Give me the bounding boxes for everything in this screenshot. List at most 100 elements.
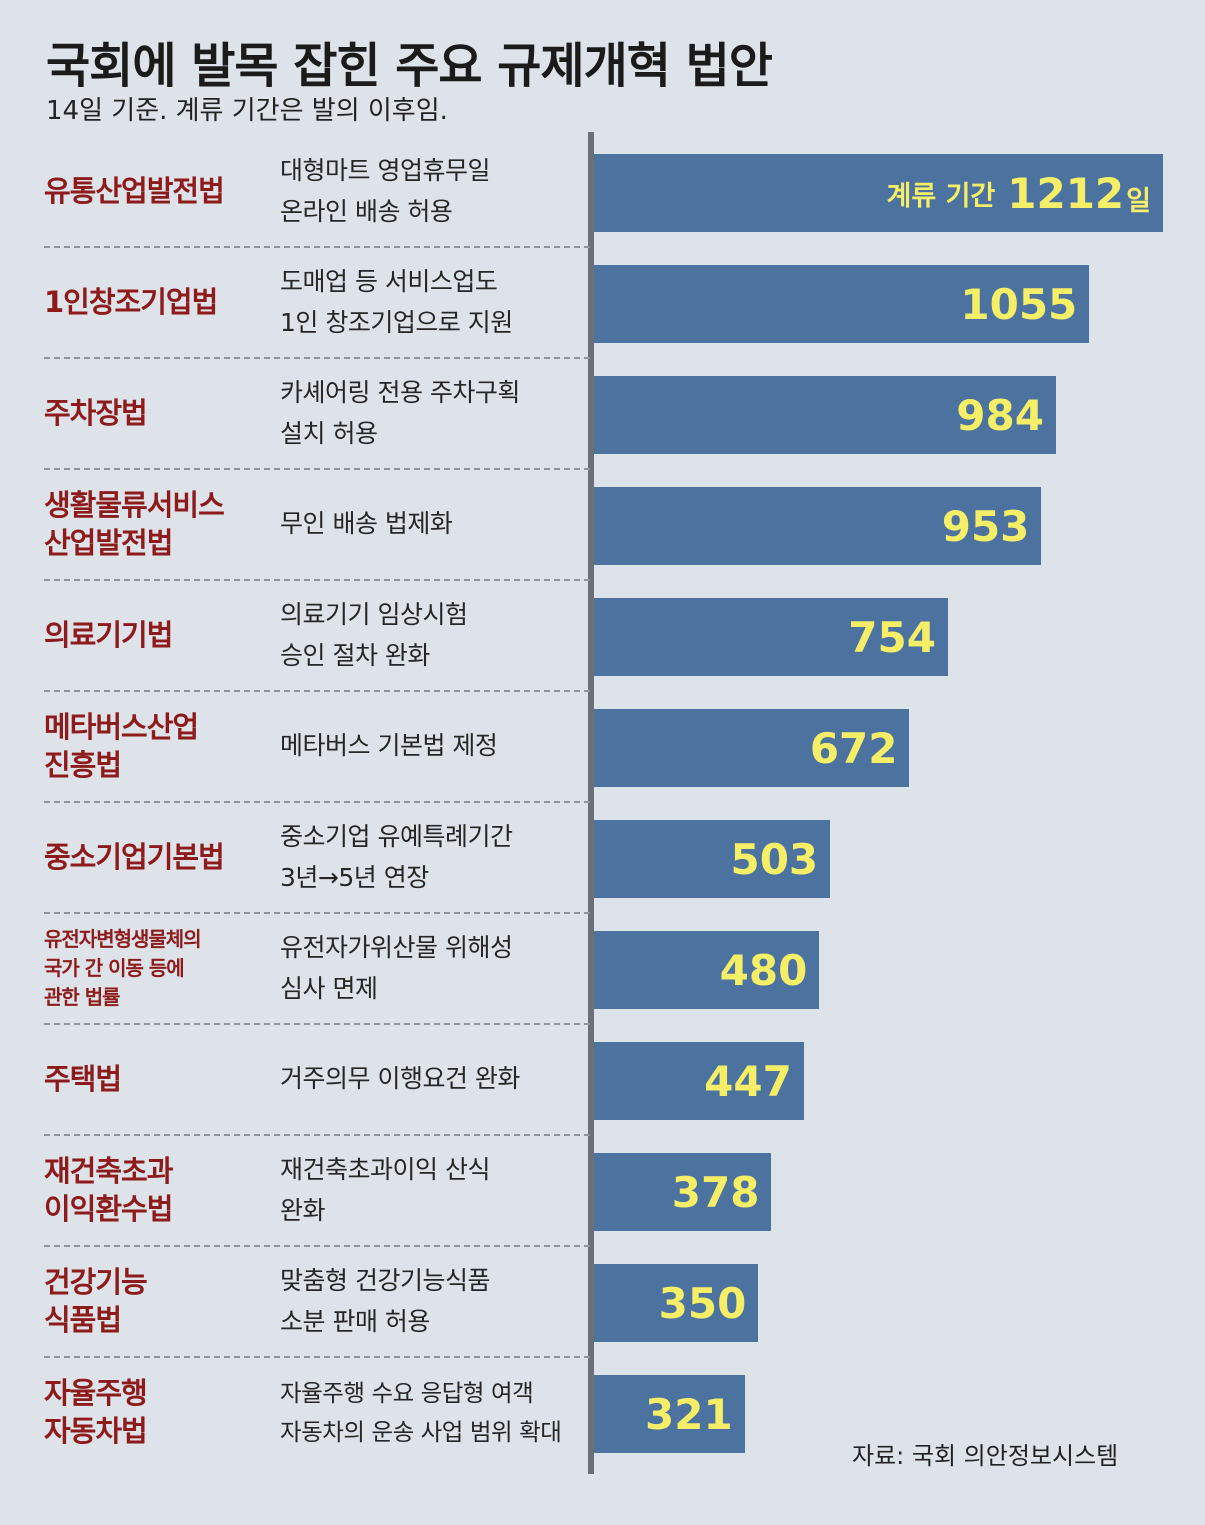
law-name: 유전자변형생물체의 국가 간 이동 등에 관한 법률 xyxy=(44,913,269,1024)
law-description: 유전자가위산물 위해성 심사 면제 xyxy=(280,913,585,1024)
law-description-text: 무인 배송 법제화 xyxy=(280,509,453,539)
law-description: 거주의무 이행요건 완화 xyxy=(280,1024,585,1135)
bar: 1055 xyxy=(594,265,1090,343)
bar-value: 378 xyxy=(671,1167,760,1217)
bar-value-label: 계류 기간 1212 일 xyxy=(886,154,1151,232)
bar-value-label: 503 xyxy=(730,820,818,898)
bar-row: 건강기능 식품법 맞춤형 건강기능식품 소분 판매 허용 350 xyxy=(0,1246,1205,1358)
law-name-text: 중소기업기본법 xyxy=(44,839,225,874)
law-description-text: 의료기기 임상시험 승인 절차 완화 xyxy=(280,600,468,670)
bar-value: 480 xyxy=(719,945,808,995)
bar-value: 1055 xyxy=(960,279,1078,329)
bar-value-label: 953 xyxy=(942,487,1030,565)
law-name: 중소기업기본법 xyxy=(44,802,269,913)
bar-value-label: 480 xyxy=(720,931,808,1009)
bar: 672 xyxy=(594,709,910,787)
bar-value-suffix: 일 xyxy=(1126,185,1151,217)
law-name: 자율주행 자동차법 xyxy=(44,1357,269,1468)
bar-row: 유통산업발전법 대형마트 영업휴무일 온라인 배송 허용 계류 기간 1212 일 xyxy=(0,136,1205,248)
bar-value-label: 447 xyxy=(704,1042,792,1120)
law-name-text: 주택법 xyxy=(44,1061,122,1096)
bar-value-label: 1055 xyxy=(960,265,1077,343)
row-divider xyxy=(44,1356,590,1358)
law-description-text: 맞춤형 건강기능식품 소분 판매 허용 xyxy=(280,1266,490,1336)
row-divider xyxy=(44,1134,590,1136)
law-name-text: 1인창조기업법 xyxy=(44,284,218,319)
law-name-text: 생활물류서비스 산업발전법 xyxy=(44,487,225,560)
bar-row: 메타버스산업 진흥법 메타버스 기본법 제정 672 xyxy=(0,691,1205,803)
bar-row: 1인창조기업법 도매업 등 서비스업도 1인 창조기업으로 지원 1055 xyxy=(0,247,1205,359)
bar-value-prefix: 계류 기간 xyxy=(886,180,996,212)
law-description: 의료기기 임상시험 승인 절차 완화 xyxy=(280,580,585,691)
law-name: 1인창조기업법 xyxy=(44,247,269,358)
row-divider xyxy=(44,357,590,359)
law-name: 의료기기법 xyxy=(44,580,269,691)
law-name: 유통산업발전법 xyxy=(44,136,269,247)
bar-row: 의료기기법 의료기기 임상시험 승인 절차 완화 754 xyxy=(0,580,1205,692)
law-description-text: 도매업 등 서비스업도 1인 창조기업으로 지원 xyxy=(280,267,513,337)
bar-row: 자율주행 자동차법 자율주행 수요 응답형 여객 자동차의 운송 사업 범위 확대… xyxy=(0,1357,1205,1468)
bar-value-label: 350 xyxy=(659,1264,747,1342)
law-description-text: 카셰어링 전용 주차구획 설치 허용 xyxy=(280,378,520,448)
bar-row: 생활물류서비스 산업발전법 무인 배송 법제화 953 xyxy=(0,469,1205,581)
bar: 480 xyxy=(594,931,820,1009)
row-divider xyxy=(44,579,590,581)
law-name-text: 주차장법 xyxy=(44,395,148,430)
bar: 321 xyxy=(594,1375,745,1453)
law-name-text: 메타버스산업 진흥법 xyxy=(44,709,199,782)
bar: 계류 기간 1212 일 xyxy=(594,154,1163,232)
bar-value-label: 754 xyxy=(848,598,936,676)
law-description-text: 재건축초과이익 산식 완화 xyxy=(280,1155,490,1225)
law-description-text: 메타버스 기본법 제정 xyxy=(280,731,498,761)
bar-value: 503 xyxy=(730,834,819,884)
bar: 984 xyxy=(594,376,1056,454)
source-note: 자료: 국회 의안정보시스템 xyxy=(852,1442,1119,1470)
law-description-text: 자율주행 수요 응답형 여객 자동차의 운송 사업 범위 확대 xyxy=(280,1379,562,1446)
law-description: 도매업 등 서비스업도 1인 창조기업으로 지원 xyxy=(280,247,585,358)
law-name: 생활물류서비스 산업발전법 xyxy=(44,469,269,580)
row-divider xyxy=(44,801,590,803)
law-description: 무인 배송 법제화 xyxy=(280,469,585,580)
bar-row: 중소기업기본법 중소기업 유예특례기간 3년→5년 연장 503 xyxy=(0,802,1205,914)
row-divider xyxy=(44,690,590,692)
row-divider xyxy=(44,246,590,248)
bar-row: 재건축초과 이익환수법 재건축초과이익 산식 완화 378 xyxy=(0,1135,1205,1247)
bar: 378 xyxy=(594,1153,772,1231)
bar-value: 321 xyxy=(645,1389,733,1439)
law-name-text: 건강기능 식품법 xyxy=(44,1264,148,1337)
chart-title: 국회에 발목 잡힌 주요 규제개혁 법안 xyxy=(46,38,773,94)
row-divider xyxy=(44,1245,590,1247)
bar-row: 주택법 거주의무 이행요건 완화 447 xyxy=(0,1024,1205,1136)
law-description: 대형마트 영업휴무일 온라인 배송 허용 xyxy=(280,136,585,247)
law-description-text: 대형마트 영업휴무일 온라인 배송 허용 xyxy=(280,156,490,226)
law-name-text: 유통산업발전법 xyxy=(44,173,225,208)
bar-value-label: 378 xyxy=(672,1153,760,1231)
bar-value: 984 xyxy=(956,390,1044,440)
bar: 503 xyxy=(594,820,831,898)
bar-value: 350 xyxy=(658,1278,747,1328)
bar-value-label: 984 xyxy=(956,376,1044,454)
law-name: 건강기능 식품법 xyxy=(44,1246,269,1357)
law-description: 자율주행 수요 응답형 여객 자동차의 운송 사업 범위 확대 xyxy=(280,1357,585,1468)
law-name: 주택법 xyxy=(44,1024,269,1135)
law-description: 메타버스 기본법 제정 xyxy=(280,691,585,802)
bar-row: 주차장법 카셰어링 전용 주차구획 설치 허용 984 xyxy=(0,358,1205,470)
bar-value: 672 xyxy=(809,723,898,773)
bar: 447 xyxy=(594,1042,804,1120)
bar-value: 754 xyxy=(848,612,936,662)
law-description: 중소기업 유예특례기간 3년→5년 연장 xyxy=(280,802,585,913)
bar-value: 953 xyxy=(941,501,1030,551)
law-name-text: 의료기기법 xyxy=(44,617,173,652)
law-name-text: 재건축초과 이익환수법 xyxy=(44,1153,173,1226)
bar-value: 1212 xyxy=(1007,168,1125,218)
law-name: 재건축초과 이익환수법 xyxy=(44,1135,269,1246)
bar-row: 유전자변형생물체의 국가 간 이동 등에 관한 법률 유전자가위산물 위해성 심사… xyxy=(0,913,1205,1025)
chart-subtitle: 14일 기준. 계류 기간은 발의 이후임. xyxy=(46,96,448,126)
law-description: 카셰어링 전용 주차구획 설치 허용 xyxy=(280,358,585,469)
law-description-text: 중소기업 유예특례기간 3년→5년 연장 xyxy=(280,822,513,892)
bar: 754 xyxy=(594,598,948,676)
law-description: 맞춤형 건강기능식품 소분 판매 허용 xyxy=(280,1246,585,1357)
row-divider xyxy=(44,468,590,470)
law-description-text: 거주의무 이행요건 완화 xyxy=(280,1064,520,1094)
